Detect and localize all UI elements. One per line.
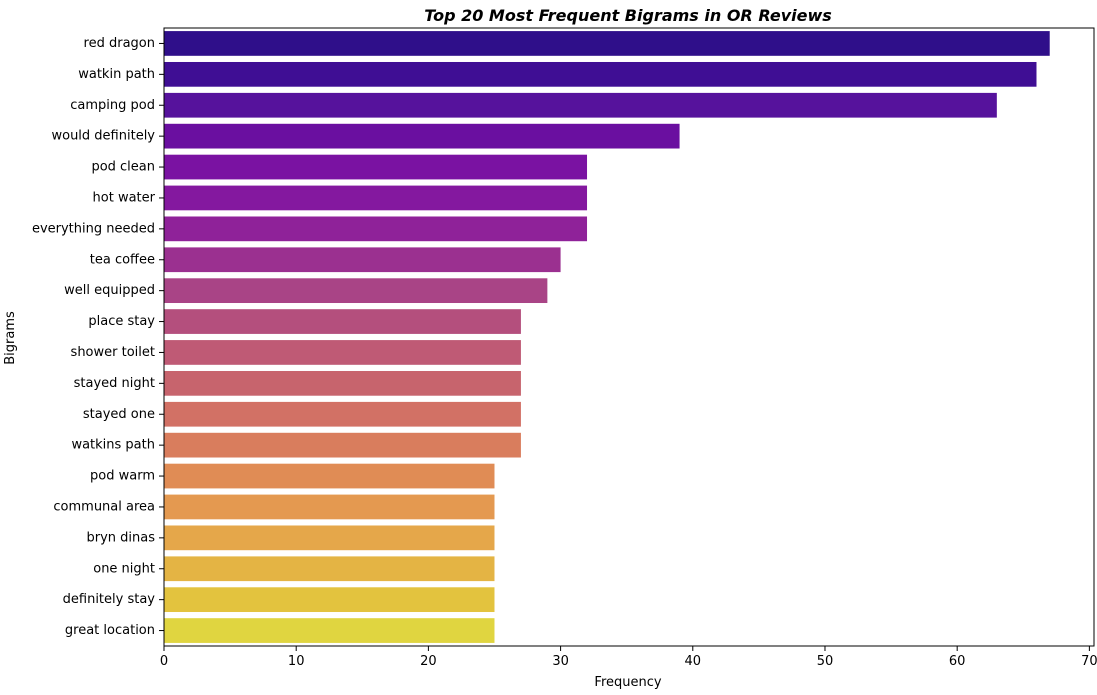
x-tick-label: 20 bbox=[420, 654, 437, 669]
y-tick-label: pod warm bbox=[90, 469, 155, 484]
bar-watkin-path bbox=[164, 61, 1037, 87]
y-tick-label: would definitely bbox=[51, 129, 155, 144]
x-tick-label: 0 bbox=[160, 654, 168, 669]
x-tick-label: 50 bbox=[817, 654, 834, 669]
x-tick-label: 40 bbox=[685, 654, 702, 669]
bar-hot-water bbox=[164, 185, 588, 211]
y-tick-label: everything needed bbox=[32, 221, 155, 236]
y-tick-label: shower toilet bbox=[71, 345, 155, 360]
bar-definitely-stay bbox=[164, 587, 495, 613]
x-axis-label: Frequency bbox=[594, 675, 661, 690]
bar-pod-clean bbox=[164, 154, 588, 180]
y-tick-label: red dragon bbox=[84, 36, 155, 51]
bar-shower-toilet bbox=[164, 340, 521, 365]
y-tick-label: communal area bbox=[53, 499, 155, 514]
y-axis-label: Bigrams bbox=[3, 311, 18, 365]
bar-place-stay bbox=[164, 309, 521, 334]
chart-title: Top 20 Most Frequent Bigrams in OR Revie… bbox=[424, 6, 832, 25]
bar-pod-warm bbox=[164, 463, 495, 489]
y-tick-labels: red dragon watkin path camping pod would de… bbox=[32, 36, 164, 638]
x-tick-label: 70 bbox=[1081, 654, 1097, 669]
x-tick-label: 30 bbox=[552, 654, 569, 669]
bar-everything-needed bbox=[164, 216, 588, 242]
y-tick-label: camping pod bbox=[70, 98, 155, 113]
bars-group bbox=[164, 31, 1050, 643]
y-tick-label: well equipped bbox=[64, 283, 155, 298]
y-tick-label: great location bbox=[65, 623, 155, 638]
x-tick-label: 10 bbox=[288, 654, 305, 669]
bar-bryn-dinas bbox=[164, 525, 495, 551]
y-tick-label: stayed one bbox=[83, 407, 155, 422]
y-tick-label: pod clean bbox=[91, 160, 155, 175]
y-tick-label: watkins path bbox=[71, 438, 155, 453]
bar-well-equipped bbox=[164, 278, 548, 304]
x-tick-label: 60 bbox=[949, 654, 966, 669]
bar-stayed-one bbox=[164, 401, 521, 427]
bar-red-dragon bbox=[164, 31, 1050, 56]
y-tick-label: definitely stay bbox=[63, 592, 156, 607]
bar-one-night bbox=[164, 556, 495, 582]
y-tick-label: stayed night bbox=[74, 376, 155, 391]
bar-communal-area bbox=[164, 494, 495, 520]
bar-would-definitely bbox=[164, 123, 680, 149]
y-tick-label: tea coffee bbox=[90, 252, 155, 267]
bar-great-location bbox=[164, 618, 495, 643]
y-tick-label: watkin path bbox=[78, 67, 155, 82]
plot-frame bbox=[163, 27, 1095, 647]
bar-camping-pod bbox=[164, 92, 997, 118]
bar-stayed-night bbox=[164, 370, 521, 396]
y-tick-label: hot water bbox=[93, 190, 156, 205]
bar-watkins-path bbox=[164, 432, 521, 458]
x-ticks: 0 10 20 30 40 50 60 70 bbox=[160, 646, 1097, 669]
y-tick-label: place stay bbox=[88, 314, 155, 329]
bar-tea-coffee bbox=[164, 247, 561, 273]
y-tick-label: bryn dinas bbox=[86, 530, 155, 545]
y-tick-label: one night bbox=[93, 561, 155, 576]
